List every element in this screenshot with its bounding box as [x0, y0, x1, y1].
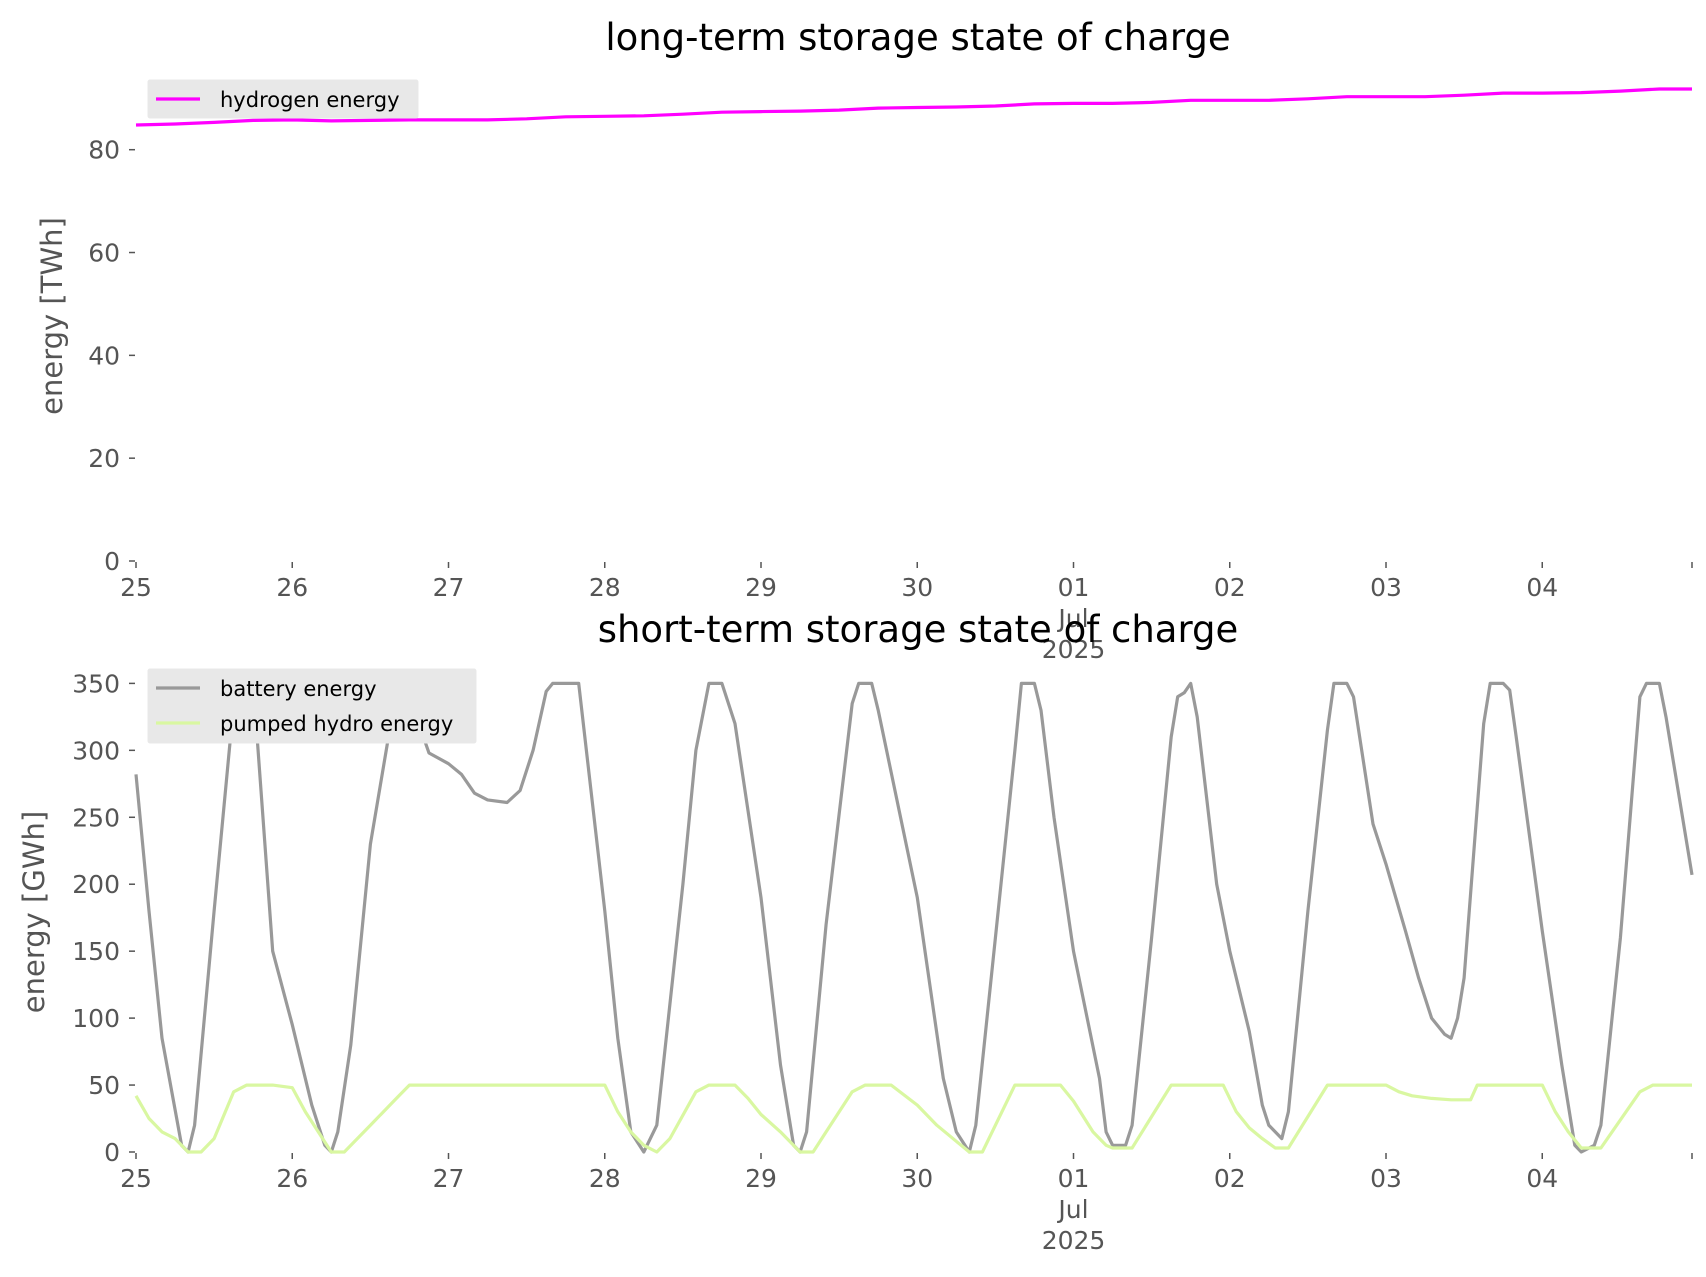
legend: hydrogen energy [147, 79, 419, 119]
x-tick-label: 27 [433, 573, 465, 602]
x-tick-label: 03 [1370, 1164, 1402, 1193]
series-line-pumped-hydro-energy [134, 1083, 1692, 1154]
x-tick-label: 01 Jul 2025 [1042, 573, 1106, 664]
y-axis-label: energy [GWh] [17, 811, 51, 1013]
series-lines [135, 87, 1692, 127]
x-tick-label: 02 [1214, 573, 1246, 602]
x-tick-label: 04 [1526, 573, 1558, 602]
long-term-storage-panel: long-term storage state of charge energy… [35, 16, 1693, 664]
y-tick-label: 200 [72, 870, 120, 899]
series-line-battery-energy [134, 681, 1694, 1154]
legend-label: battery energy [220, 677, 377, 701]
y-tick-label: 350 [72, 669, 120, 698]
x-tick-label: 26 [276, 1164, 308, 1193]
x-tick-label: 28 [589, 1164, 621, 1193]
y-tick-label: 20 [88, 444, 120, 473]
y-tick-label: 60 [88, 239, 120, 268]
y-tick-label: 50 [88, 1071, 120, 1100]
x-tick-label: 30 [901, 1164, 933, 1193]
y-tick-label: 80 [88, 136, 120, 165]
series-line-hydrogen-energy [135, 87, 1692, 127]
legend-box [147, 79, 419, 119]
x-tick-label: 29 [745, 1164, 777, 1193]
legend-label: hydrogen energy [220, 88, 400, 112]
series-lines [134, 681, 1694, 1154]
x-tick-label: 02 [1214, 1164, 1246, 1193]
y-tick-label: 0 [104, 1138, 120, 1167]
x-tick-label: 27 [433, 1164, 465, 1193]
short-term-storage-panel: short-term storage state of charge energ… [17, 608, 1694, 1255]
x-tick-label: 28 [589, 573, 621, 602]
y-tick-label: 300 [72, 736, 120, 765]
y-tick-label: 40 [88, 341, 120, 370]
x-axis-ticks: 25 26 27 28 29 30 01 Jul 2025 02 03 04 [120, 562, 1693, 664]
y-tick-label: 0 [104, 547, 120, 576]
y-tick-label: 150 [72, 937, 120, 966]
x-tick-label: 01 Jul 2025 [1042, 1164, 1106, 1255]
x-tick-label: 26 [276, 573, 308, 602]
x-tick-label: 25 [120, 1164, 152, 1193]
y-axis-ticks: 0 50 100 150 200 250 300 350 [72, 669, 135, 1167]
x-tick-label: 03 [1370, 573, 1402, 602]
x-tick-label: 30 [901, 573, 933, 602]
chart-title: short-term storage state of charge [598, 608, 1239, 651]
y-tick-label: 100 [72, 1004, 120, 1033]
legend-box [147, 668, 477, 744]
x-axis-ticks: 25 26 27 28 29 30 01 Jul 2025 02 03 04 [120, 1153, 1693, 1255]
y-axis-ticks: 0 20 40 60 80 [88, 136, 135, 576]
legend: battery energy pumped hydro energy [147, 668, 477, 744]
y-tick-label: 250 [72, 803, 120, 832]
legend-label: pumped hydro energy [220, 712, 453, 736]
x-tick-label: 04 [1526, 1164, 1558, 1193]
x-tick-label: 29 [745, 573, 777, 602]
chart-title: long-term storage state of charge [605, 16, 1230, 59]
y-axis-label: energy [TWh] [35, 217, 69, 415]
x-tick-label: 25 [120, 573, 152, 602]
